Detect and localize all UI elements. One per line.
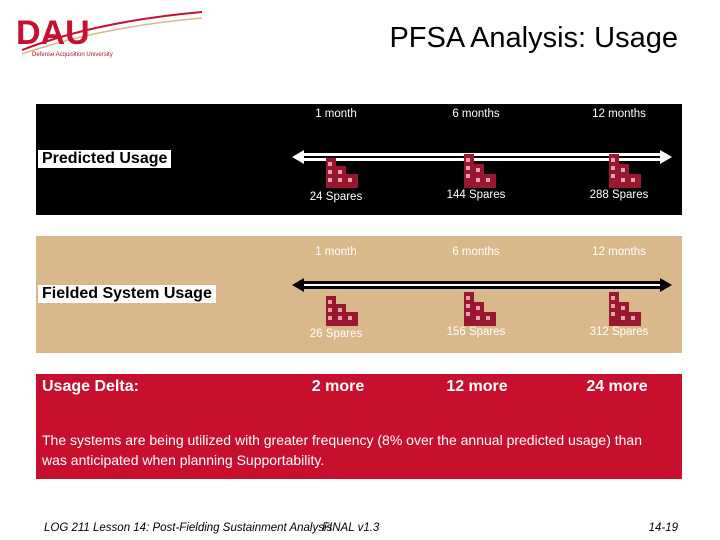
- fielded-timeline: [292, 272, 672, 298]
- fielded-tick-3: 12 months: [592, 246, 646, 258]
- predicted-block-1: [326, 158, 358, 193]
- usage-delta-value-1: 2 more: [311, 378, 365, 395]
- predicted-block-2: [464, 154, 496, 193]
- footer-page-number: 14-19: [648, 522, 678, 534]
- spares-icon: [609, 154, 641, 188]
- logo-text: DAU: [16, 14, 90, 52]
- predicted-usage-panel: 1 month 6 months 12 months 24 Spares 144…: [36, 104, 682, 215]
- fielded-block-2: [464, 292, 496, 331]
- fielded-spares-3: 312 Spares: [589, 326, 649, 338]
- page-title: PFSA Analysis: Usage: [389, 22, 678, 54]
- fielded-usage-heading: Fielded System Usage: [38, 285, 216, 303]
- predicted-tick-3: 12 months: [592, 108, 646, 120]
- usage-delta-value-2: 12 more: [446, 378, 508, 395]
- predicted-spares-1: 24 Spares: [309, 191, 363, 203]
- fielded-tick-1: 1 month: [315, 246, 357, 258]
- usage-delta-label: Usage Delta:: [42, 378, 139, 395]
- fielded-block-1: [326, 296, 358, 331]
- spares-icon: [326, 158, 358, 188]
- usage-delta-value-3: 24 more: [586, 378, 648, 395]
- footer-course-label: LOG 211 Lesson 14: Post-Fielding Sustain…: [44, 522, 333, 534]
- spares-icon: [326, 296, 358, 326]
- spares-icon: [609, 292, 641, 326]
- predicted-tick-2: 6 months: [452, 108, 500, 120]
- fielded-block-3: [609, 292, 641, 331]
- dau-logo: DAU Defense Acquisition University: [14, 10, 204, 58]
- spares-icon: [464, 292, 496, 326]
- predicted-block-3: [609, 154, 641, 193]
- predicted-spares-2: 144 Spares: [446, 189, 506, 201]
- footer-version-label: FINAL v1.3: [322, 522, 380, 534]
- fielded-tick-2: 6 months: [452, 246, 500, 258]
- predicted-timeline: [292, 144, 672, 170]
- usage-delta-explanation: The systems are being utilized with grea…: [42, 432, 643, 468]
- usage-delta-panel: Usage Delta: 2 more 12 more 24 more The …: [36, 374, 682, 479]
- logo-subtext: Defense Acquisition University: [32, 52, 113, 58]
- fielded-spares-1: 26 Spares: [309, 328, 363, 340]
- fielded-spares-2: 156 Spares: [446, 326, 506, 338]
- predicted-spares-3: 288 Spares: [589, 189, 649, 201]
- predicted-usage-heading: Predicted Usage: [38, 150, 172, 168]
- spares-icon: [464, 154, 496, 188]
- predicted-tick-1: 1 month: [315, 108, 357, 120]
